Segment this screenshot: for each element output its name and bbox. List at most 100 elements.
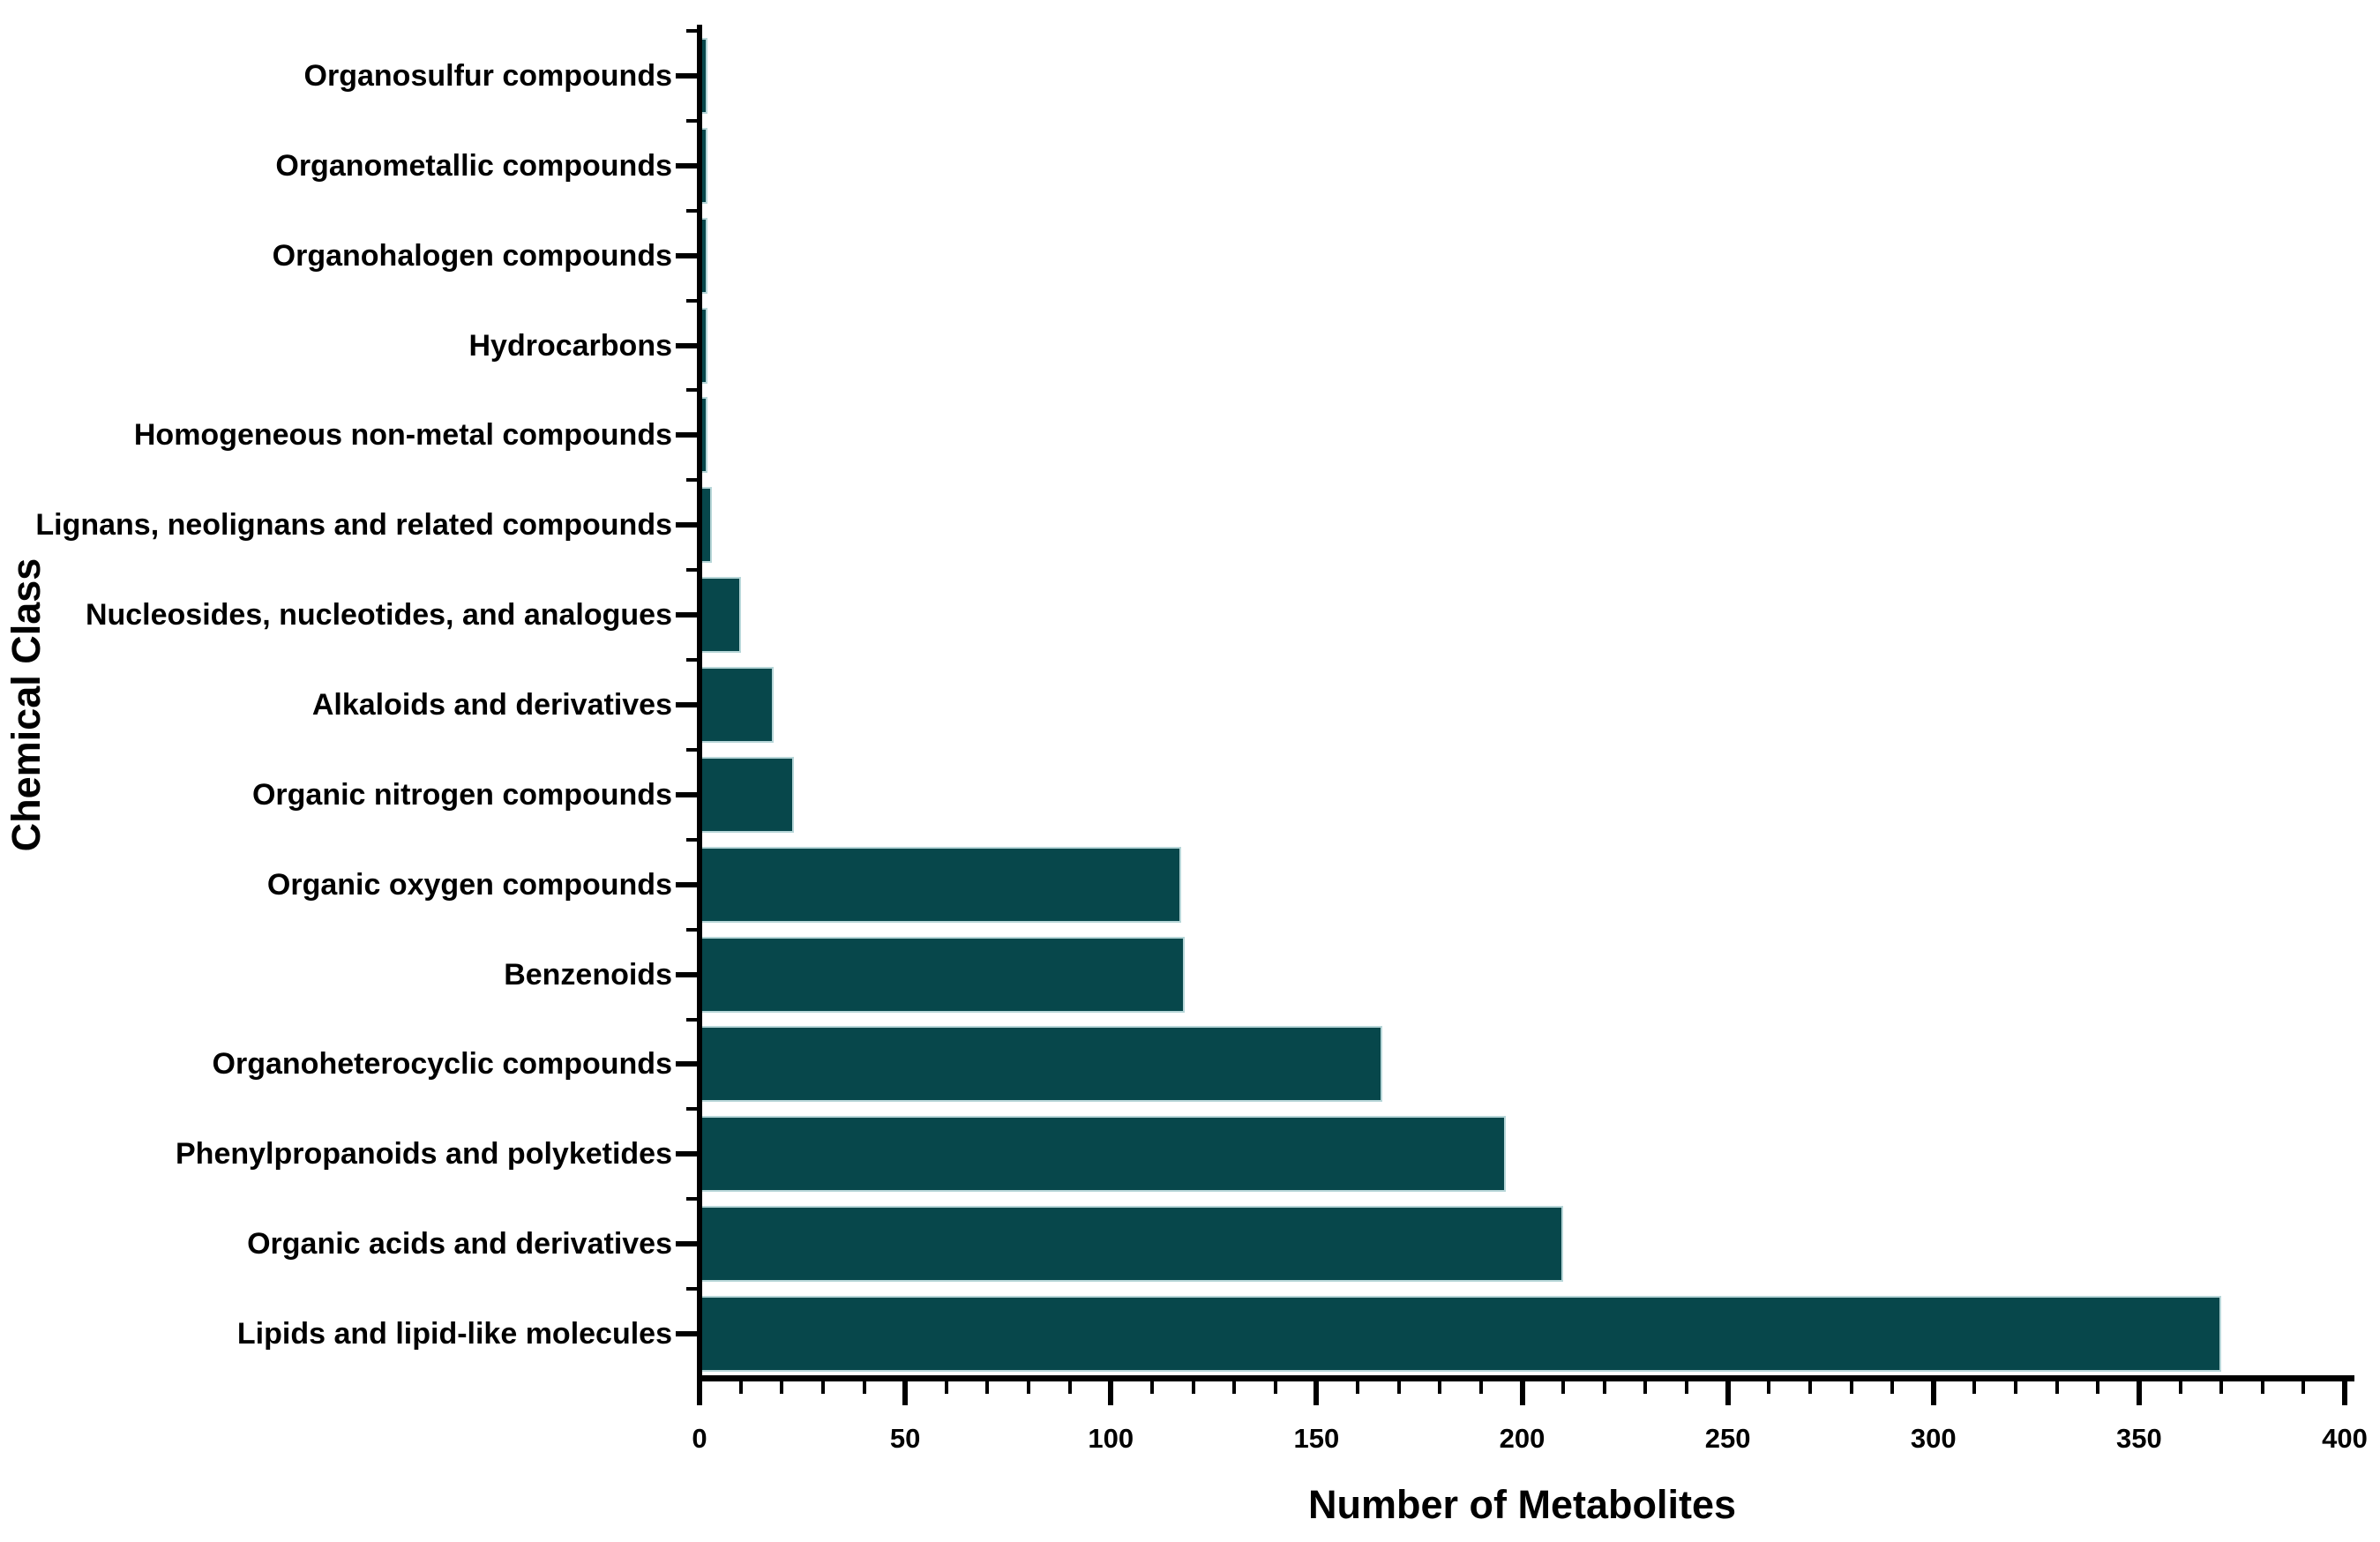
y-axis-spine (697, 25, 702, 1383)
y-axis-minor-tick (686, 388, 700, 393)
x-axis-minor-tick (2260, 1379, 2264, 1394)
x-axis-minor-tick (1767, 1379, 1771, 1394)
y-axis-major-tick (676, 72, 700, 79)
category-label: Organosulfur compounds (303, 58, 672, 93)
y-axis-minor-tick (686, 1107, 700, 1112)
y-axis-minor-tick (686, 658, 700, 662)
y-axis-minor-tick (686, 1017, 700, 1022)
x-axis-spine (697, 1375, 2354, 1381)
category-label: Organic oxygen compounds (266, 867, 672, 902)
y-axis-minor-tick (686, 568, 700, 573)
bar (700, 936, 1186, 1013)
category-label: Lipids and lipid-like molecules (236, 1317, 672, 1351)
x-axis-minor-tick (944, 1379, 948, 1394)
x-axis-tick-label: 400 (2322, 1423, 2368, 1454)
x-axis-minor-tick (1890, 1379, 1895, 1394)
x-axis-minor-tick (862, 1379, 866, 1394)
x-axis-major-tick (902, 1379, 909, 1405)
x-axis-title: Number of Metabolites (1307, 1482, 1737, 1527)
x-axis-minor-tick (1685, 1379, 1688, 1394)
category-label: Lignans, neolignans and related compound… (35, 508, 672, 543)
y-axis-minor-tick (686, 837, 700, 842)
x-axis-minor-tick (1356, 1379, 1359, 1394)
y-axis-major-tick (676, 791, 700, 797)
x-axis-minor-tick (2301, 1379, 2306, 1394)
x-axis-minor-tick (820, 1379, 825, 1394)
x-axis-tick-label: 100 (1088, 1423, 1134, 1454)
y-axis-major-tick (676, 702, 700, 707)
x-axis-minor-tick (1232, 1379, 1237, 1394)
y-axis-major-tick (676, 1241, 700, 1247)
x-axis-tick-label: 350 (2116, 1423, 2162, 1454)
category-label: Organometallic compounds (275, 148, 672, 183)
category-label: Alkaloids and derivatives (311, 688, 672, 722)
x-axis-minor-tick (2096, 1379, 2100, 1394)
x-axis-minor-tick (1149, 1379, 1154, 1394)
bar (700, 1026, 1382, 1103)
x-axis-tick-label: 250 (1704, 1423, 1751, 1454)
y-axis-minor-tick (686, 478, 700, 483)
bar (700, 577, 741, 654)
bar (700, 667, 774, 743)
x-axis-tick-label: 50 (889, 1423, 921, 1454)
x-axis-minor-tick (2014, 1379, 2017, 1394)
bar (700, 756, 795, 833)
y-axis-major-tick (676, 612, 700, 618)
y-axis-minor-tick (686, 29, 700, 33)
y-axis-minor-tick (686, 118, 700, 123)
y-axis-major-tick (676, 1331, 700, 1337)
y-axis-major-tick (676, 1151, 700, 1157)
x-axis-tick-label: 300 (1910, 1423, 1957, 1454)
y-axis-major-tick (676, 432, 700, 438)
x-axis-major-tick (2136, 1379, 2142, 1405)
x-axis-tick-label: 150 (1293, 1423, 1340, 1454)
bar (700, 1116, 1506, 1193)
y-axis-major-tick (676, 522, 700, 528)
category-label: Phenylpropanoids and polyketides (176, 1137, 672, 1171)
y-axis-major-tick (676, 971, 700, 977)
x-axis-minor-tick (1478, 1379, 1483, 1394)
bar (700, 1296, 2222, 1373)
y-axis-minor-tick (686, 208, 700, 213)
x-axis-major-tick (697, 1379, 702, 1405)
category-label: Homogeneous non-metal compounds (133, 418, 672, 453)
x-axis-minor-tick (985, 1379, 990, 1394)
y-axis-major-tick (676, 162, 700, 168)
x-axis-minor-tick (1273, 1379, 1277, 1394)
x-axis-major-tick (1930, 1379, 1936, 1405)
x-axis-minor-tick (1067, 1379, 1072, 1394)
x-axis-minor-tick (1191, 1379, 1195, 1394)
x-axis-minor-tick (1972, 1379, 1977, 1394)
y-axis-minor-tick (686, 298, 700, 303)
category-label: Organoheterocyclic compounds (212, 1047, 672, 1082)
y-axis-minor-tick (686, 1197, 700, 1201)
y-axis-major-tick (676, 881, 700, 887)
y-axis-major-tick (676, 1061, 700, 1067)
x-axis-tick-label: 200 (1499, 1423, 1546, 1454)
bar (700, 846, 1181, 923)
x-axis-major-tick (1108, 1379, 1114, 1405)
x-axis-minor-tick (1849, 1379, 1853, 1394)
x-axis-major-tick (2342, 1379, 2347, 1405)
x-axis-minor-tick (1027, 1379, 1030, 1394)
x-axis-major-tick (1725, 1379, 1731, 1405)
x-axis-minor-tick (1643, 1379, 1648, 1394)
x-axis-minor-tick (1602, 1379, 1606, 1394)
x-axis-major-tick (1519, 1379, 1525, 1405)
x-axis-minor-tick (2178, 1379, 2182, 1394)
category-label: Organic acids and derivatives (247, 1227, 672, 1261)
x-axis-minor-tick (1438, 1379, 1442, 1394)
y-axis-minor-tick (686, 747, 700, 752)
y-axis-minor-tick (686, 927, 700, 932)
category-label: Hydrocarbons (468, 328, 673, 363)
x-axis-minor-tick (1396, 1379, 1401, 1394)
x-axis-minor-tick (2054, 1379, 2059, 1394)
y-axis-minor-tick (686, 1287, 700, 1291)
x-axis-minor-tick (738, 1379, 743, 1394)
category-label: Organohalogen compounds (272, 238, 672, 273)
category-label: Nucleosides, nucleotides, and analogues (85, 598, 672, 633)
y-axis-major-tick (676, 342, 700, 348)
category-label: Organic nitrogen compounds (251, 777, 672, 812)
x-axis-major-tick (1313, 1379, 1320, 1405)
